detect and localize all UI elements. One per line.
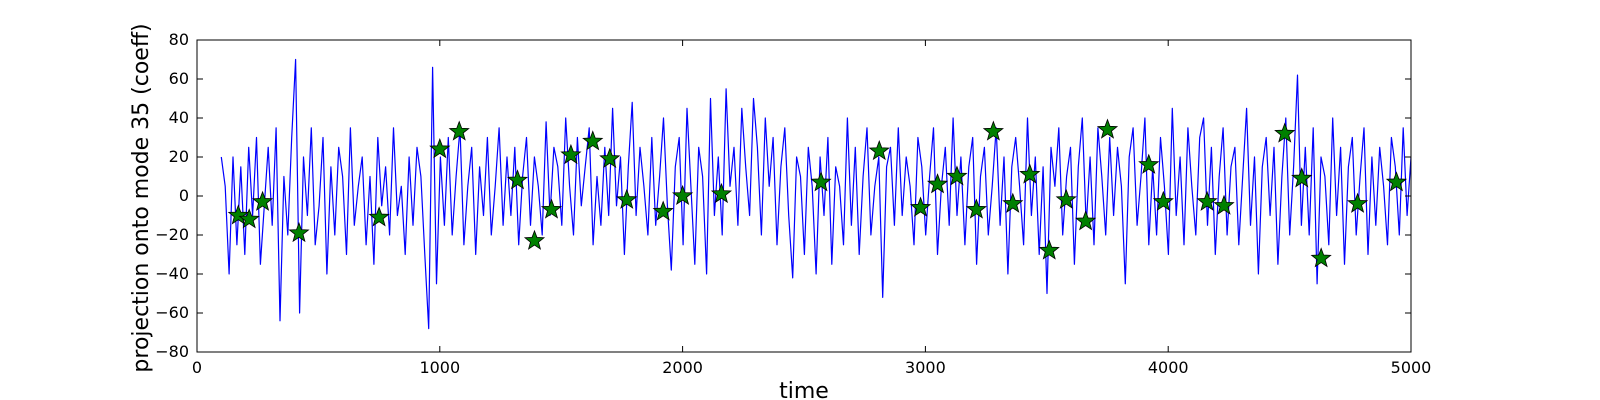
star-marker (1385, 171, 1408, 192)
y-tick-label: −20 (155, 225, 189, 244)
star-marker (506, 169, 529, 190)
star-marker (982, 120, 1004, 141)
x-tick-label: 0 (192, 358, 202, 377)
star-marker (238, 208, 260, 229)
star-marker (1213, 194, 1235, 215)
x-tick-label: 1000 (419, 358, 460, 377)
star-marker (227, 204, 249, 225)
star-marker (582, 130, 604, 151)
axes: 0 1000 2000 3000 4000 5000 −80 −60 −40 −20 0 20 40 60… (155, 30, 1431, 377)
data-series-line (220, 58, 1411, 330)
star-marker (810, 171, 832, 192)
star-marker (1274, 122, 1296, 143)
star-marker (710, 182, 733, 204)
star-marker (1310, 247, 1332, 268)
star-marker (1002, 192, 1024, 213)
star-marker (1096, 118, 1119, 139)
y-tick-label: −60 (155, 303, 189, 322)
star-marker (1291, 167, 1313, 188)
x-axis-label: time (779, 379, 829, 400)
star-marker (946, 165, 968, 186)
star-marker (965, 198, 987, 219)
y-tick-label: −80 (155, 342, 189, 361)
star-marker (1346, 192, 1369, 213)
star-marker (652, 200, 674, 221)
star-marker (926, 173, 949, 194)
star-marker (1055, 188, 1077, 209)
y-tick-label: 80 (169, 30, 189, 49)
y-tick-label: 40 (169, 108, 189, 127)
plot-area (220, 58, 1411, 330)
star-marker (448, 120, 470, 141)
star-marker (368, 206, 390, 227)
x-tick-label: 4000 (1148, 358, 1189, 377)
star-marker (251, 190, 274, 211)
star-marker (672, 184, 694, 206)
y-tick-label: 0 (179, 186, 189, 205)
star-marker (1152, 190, 1174, 211)
star-marker (429, 138, 451, 159)
star-marker (1138, 153, 1160, 174)
star-marker (1019, 163, 1041, 184)
x-tick-label: 5000 (1391, 358, 1432, 377)
star-marker (560, 143, 582, 165)
star-marker (616, 188, 638, 209)
y-tick-label: 20 (169, 147, 189, 166)
star-marker (1075, 210, 1097, 231)
y-tick-label: −40 (155, 264, 189, 283)
star-marker (868, 140, 890, 161)
x-tick-label: 3000 (905, 358, 946, 377)
star-marker (288, 221, 310, 243)
y-axis-label: projection onto mode 35 (coeff) (129, 23, 154, 372)
star-marker (523, 229, 546, 250)
star-marker (1196, 190, 1218, 211)
star-marker (1038, 239, 1060, 260)
y-tick-label: 60 (169, 69, 189, 88)
star-marker (909, 196, 932, 217)
star-marker (599, 147, 621, 168)
x-tick-label: 2000 (662, 358, 703, 377)
star-marker (540, 198, 563, 219)
